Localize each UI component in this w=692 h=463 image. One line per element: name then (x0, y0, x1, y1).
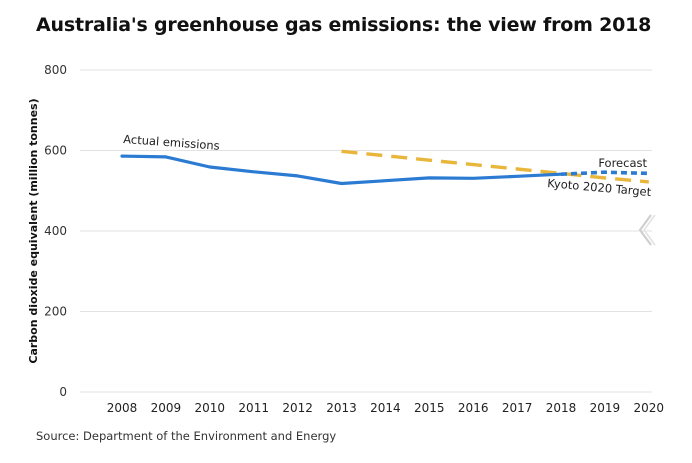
x-tick-label: 2011 (238, 401, 269, 415)
series-line-actual-emissions (120, 154, 563, 186)
series-label: Actual emissions (123, 132, 220, 153)
chevron-left-icon[interactable] (636, 212, 656, 248)
chart-source: Source: Department of the Environment an… (36, 429, 337, 443)
x-tick-label: 2012 (282, 401, 313, 415)
series-label: Kyoto 2020 Target (547, 176, 653, 199)
y-axis-ticks: 0 200 400 600 800 (44, 63, 67, 399)
y-tick-label: 0 (59, 385, 67, 399)
x-tick-label: 2013 (326, 401, 357, 415)
x-axis-ticks: 2008 2009 2010 2011 2012 2013 2014 2015 2016 2017… (107, 401, 664, 415)
x-tick-label: 2015 (414, 401, 445, 415)
x-tick-label: 2009 (151, 401, 182, 415)
series-label: Forecast (598, 156, 647, 170)
y-tick-label: 400 (44, 224, 67, 238)
y-axis-label: Carbon dioxide equivalent (million tonne… (27, 98, 40, 363)
series-lines (120, 149, 649, 186)
chart-title: Australia's greenhouse gas emissions: th… (36, 14, 652, 36)
series-line-forecast (560, 170, 649, 176)
y-tick-label: 800 (44, 63, 67, 77)
y-tick-label: 600 (44, 144, 67, 158)
x-tick-label: 2020 (634, 401, 665, 415)
x-tick-label: 2017 (502, 401, 533, 415)
x-tick-label: 2016 (458, 401, 489, 415)
series-line-kyoto-2020-target (341, 149, 649, 184)
grid-lines (80, 69, 652, 393)
x-tick-label: 2019 (590, 401, 621, 415)
x-tick-label: 2010 (195, 401, 226, 415)
x-tick-label: 2018 (546, 401, 577, 415)
y-tick-label: 200 (44, 305, 67, 319)
x-tick-label: 2008 (107, 401, 138, 415)
x-tick-label: 2014 (370, 401, 401, 415)
